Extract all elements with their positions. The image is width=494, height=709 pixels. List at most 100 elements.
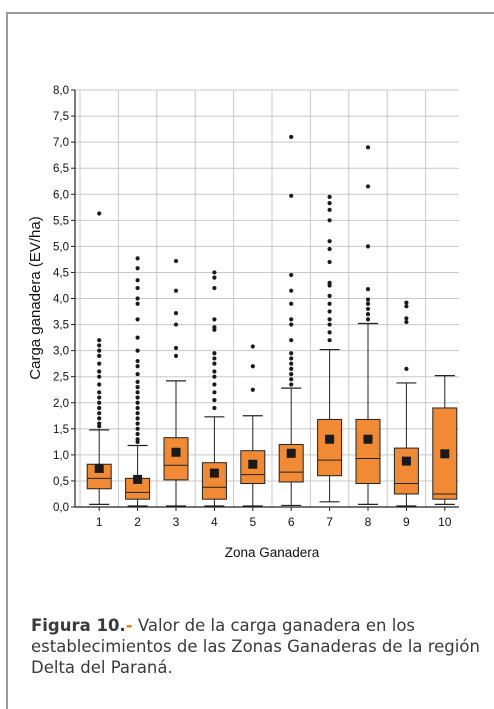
y-tick-label: 3,0: [53, 346, 69, 358]
x-tick-label: 1: [96, 515, 103, 529]
outlier-point: [365, 306, 371, 312]
x-tick-label: 9: [403, 515, 410, 529]
y-tick-label: 1,5: [53, 424, 69, 436]
box-zone-7: [317, 194, 343, 503]
outlier-point: [173, 288, 179, 293]
outlier-point: [250, 344, 255, 349]
outlier-point: [289, 356, 294, 361]
y-tick-label: 4,5: [53, 267, 69, 279]
outlier-point: [404, 304, 409, 309]
outlier-point: [327, 293, 332, 298]
outlier-point: [365, 145, 371, 150]
outlier-point: [97, 211, 102, 216]
y-tick-label: 2,5: [53, 372, 69, 384]
outlier-point: [212, 405, 217, 411]
outlier-point: [289, 351, 294, 356]
box-iqr: [201, 462, 227, 500]
outlier-point: [135, 421, 140, 426]
outlier-point: [173, 258, 179, 264]
box-zone-10: [432, 375, 458, 505]
y-tick-label: 6,5: [53, 163, 69, 175]
y-tick-label: 1,0: [53, 450, 69, 462]
outlier-point: [289, 371, 294, 377]
outlier-point: [97, 353, 102, 358]
outlier-point: [135, 379, 140, 384]
box-zone-5: [240, 344, 266, 507]
outlier-point: [173, 310, 179, 316]
axes: [71, 89, 459, 511]
y-tick-label: 5,5: [53, 215, 69, 227]
box-zone-4: [201, 270, 227, 507]
outlier-point: [327, 317, 332, 322]
outlier-point: [97, 405, 102, 411]
box-zone-2: [125, 256, 151, 507]
outlier-point: [173, 345, 179, 351]
figure-caption: Figura 10.- Valor de la carga ganadera e…: [31, 615, 481, 678]
outlier-point: [135, 348, 140, 353]
caption-text: Valor de la carga ganadera en los establ…: [31, 616, 480, 677]
mean-marker: [94, 463, 104, 473]
outlier-point: [404, 319, 409, 325]
box-iqr: [393, 447, 419, 495]
outlier-point: [327, 259, 332, 265]
mean-marker: [401, 456, 411, 466]
outlier-point: [289, 361, 294, 366]
outlier-point: [250, 387, 255, 392]
figure-frame: [6, 12, 494, 709]
outlier-point: [97, 374, 102, 379]
outlier-point: [289, 382, 294, 387]
box-zone-6: [278, 134, 304, 507]
outlier-point: [327, 280, 332, 285]
outlier-point: [212, 317, 217, 322]
box-iqr: [317, 418, 343, 477]
outlier-point: [97, 390, 102, 395]
box-zone-9: [393, 300, 419, 507]
grid: [75, 89, 459, 508]
y-tick-label: 8,0: [53, 85, 69, 97]
outlier-point: [212, 390, 217, 395]
outlier-point: [212, 374, 217, 379]
y-tick-label: 0,0: [53, 502, 69, 514]
y-tick-label: 7,5: [53, 111, 69, 123]
outlier-point: [212, 398, 217, 403]
x-tick-label: 6: [288, 515, 295, 529]
outlier-point: [212, 356, 217, 361]
outlier-point: [289, 193, 294, 198]
outlier-point: [212, 382, 217, 387]
outlier-point: [135, 285, 140, 291]
outlier-point: [97, 338, 102, 343]
caption-label: Figura 10.: [31, 616, 126, 635]
outlier-point: [135, 400, 140, 405]
outlier-point: [289, 301, 294, 306]
outlier-point: [173, 353, 179, 358]
y-tick-label: 7,0: [53, 137, 69, 149]
outlier-point: [135, 390, 140, 395]
outlier-point: [327, 322, 332, 327]
outlier-point: [289, 366, 294, 371]
outlier-point: [327, 330, 332, 335]
outlier-point: [289, 377, 294, 382]
x-tick-label: 2: [134, 515, 141, 529]
outlier-point: [365, 317, 371, 322]
outlier-point: [250, 364, 255, 369]
outlier-point: [289, 134, 294, 140]
outlier-point: [135, 385, 140, 390]
outlier-point: [365, 297, 371, 302]
outlier-point: [327, 201, 332, 206]
outlier-point: [327, 207, 332, 212]
outlier-point: [135, 335, 140, 340]
box-zone-3: [163, 258, 189, 507]
y-tick-label: 0,5: [53, 476, 69, 488]
outlier-point: [404, 300, 409, 305]
outlier-point: [365, 184, 371, 189]
outlier-point: [97, 343, 102, 348]
outlier-point: [97, 416, 102, 421]
outlier-point: [97, 361, 102, 366]
box-iqr: [355, 418, 381, 485]
outlier-point: [212, 275, 217, 280]
x-axis-label: Zona Ganadera: [225, 545, 320, 560]
outlier-point: [327, 239, 332, 244]
outlier-point: [135, 317, 140, 322]
y-axis-label: Carga ganadera (EV/ha): [27, 216, 44, 379]
outlier-point: [289, 322, 294, 327]
